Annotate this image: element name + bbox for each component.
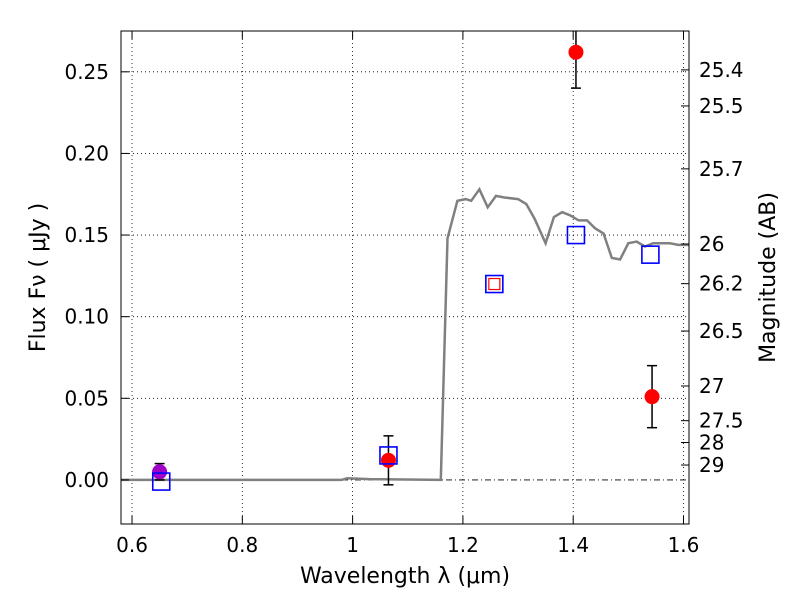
mag-tick-label: 26.5 [699,319,744,343]
y-tick-label: 0.25 [64,60,109,84]
model-spectrum-line [121,186,689,482]
x-tick-label: 0.6 [116,533,148,557]
mag-tick-label: 25.4 [699,58,744,82]
small-red-square [488,277,501,291]
model-spectrum [121,186,689,482]
y-axis-label: Flux Fν ( μJy ) [26,203,51,352]
y-tick-label: 0.05 [64,386,109,410]
flux-point [568,44,584,60]
mag-tick-label: 27.5 [699,409,744,433]
x-tick-label: 1.2 [447,533,479,557]
model-flux-square [566,225,586,245]
plot-frame [120,30,690,525]
model-flux-square [641,245,660,264]
model-flux-square [151,472,171,491]
x-tick-label: 0.8 [226,533,258,557]
y-tick-label: 0.20 [64,141,109,165]
grid [121,31,689,524]
x-tick-label: 1.6 [668,533,700,557]
mag-tick-label: 25.5 [699,94,744,118]
flux-point [380,452,396,468]
mag-tick-label: 25.7 [699,157,744,181]
x-axis-label: Wavelength λ (μm) [300,564,510,589]
y-tick-label: 0.00 [64,468,109,492]
y-tick-label: 0.10 [64,305,109,329]
mag-tick-label: 29 [699,453,724,477]
mag-tick-label: 27 [699,374,724,398]
x-tick-label: 1 [346,533,359,557]
x-tick-label: 1.4 [557,533,589,557]
axis-ticks: 0.6 0.8 1 1.2 1.4 1.6 0.00 0.05 0.10 0.15 0.20 0.25… [64,31,744,557]
photometry-points [151,31,660,491]
mag-tick-label: 28 [699,431,724,455]
mag-tick-label: 26 [699,232,724,256]
y-tick-label: 0.15 [64,223,109,247]
mag-tick-label: 26.2 [699,272,744,296]
model-flux-square [485,274,504,294]
flux-point [644,389,660,405]
model-flux-square [379,446,398,465]
y-axis-right-label: Magnitude (AB) [756,192,781,363]
flux-point [152,464,168,480]
